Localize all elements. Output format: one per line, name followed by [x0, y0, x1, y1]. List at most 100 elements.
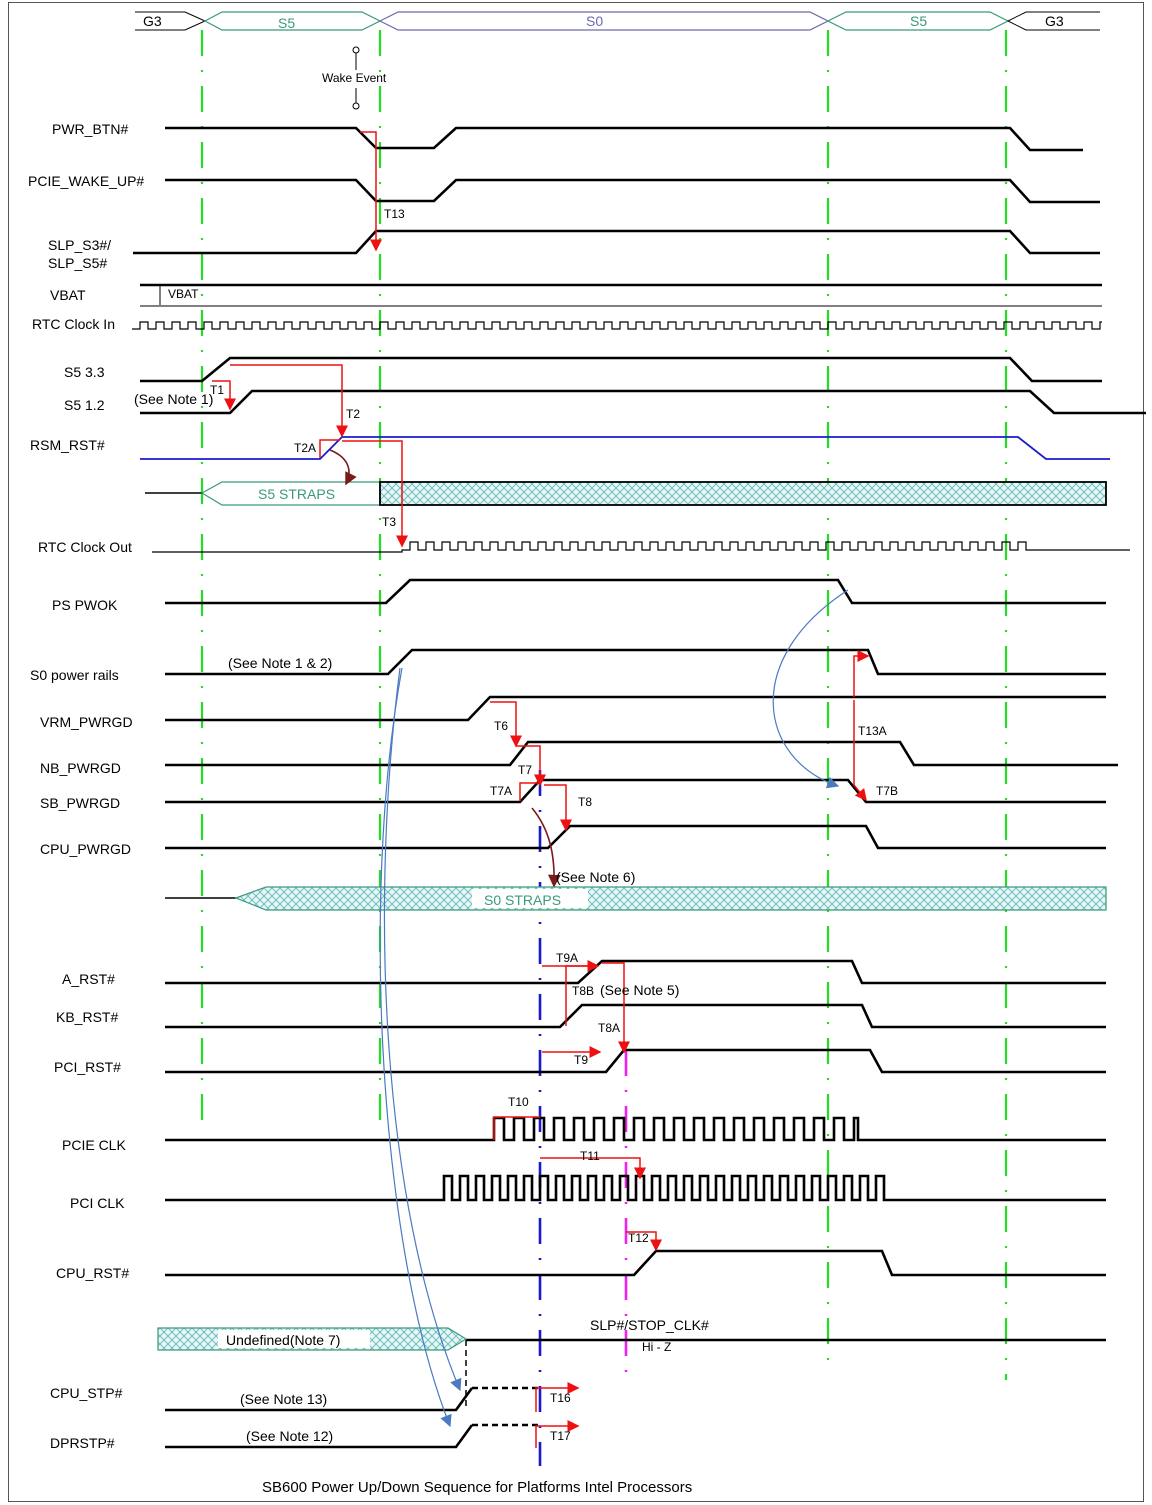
t11-label: T11 — [580, 1149, 600, 1163]
wave-tristate-dashes — [465, 1340, 540, 1427]
marker-lines — [200, 30, 1008, 1466]
label-sb-pwrgd: SB_PWRGD — [40, 795, 120, 811]
t8-label: T8 — [578, 795, 592, 809]
wave-kb-rst — [165, 1003, 1106, 1029]
t13-label: T13 — [384, 207, 405, 221]
wave-vrm-pwrgd — [165, 695, 1106, 722]
t3-label: T3 — [382, 515, 396, 529]
label-ps-pwok: PS PWOK — [52, 597, 118, 613]
label-kb-rst: KB_RST# — [56, 1009, 118, 1025]
wave-pcie-clk — [165, 1116, 1106, 1142]
diagram-frame — [8, 2, 1144, 1502]
bus-undefined: Undefined(Note 7) SLP#/STOP_CLK# Hi - Z — [157, 1317, 709, 1354]
label-cpu-rst: CPU_RST# — [56, 1265, 129, 1281]
wave-cpu-pwrgd — [165, 824, 1106, 850]
state-header: G3 S5 S0 S5 G3 — [135, 11, 1100, 31]
wake-event-marker: Wake Event — [322, 46, 387, 110]
label-a-rst: A_RST# — [62, 971, 115, 987]
label-s0-power-rails: S0 power rails — [30, 667, 119, 683]
t2a-label: T2A — [294, 441, 316, 455]
wave-slp-s3 — [133, 229, 1100, 255]
label-cpu-pwrgd: CPU_PWRGD — [40, 841, 131, 857]
vbat-tick-label: VBAT — [168, 287, 199, 301]
s0-straps-label: S0 STRAPS — [484, 892, 561, 908]
t9a-label: T9A — [556, 951, 578, 965]
t7-label: T7 — [518, 763, 532, 777]
s5-straps-label: S5 STRAPS — [258, 486, 335, 502]
label-rtc-clock-out: RTC Clock Out — [38, 539, 132, 555]
t12-label: T12 — [628, 1231, 649, 1245]
label-rtc-clock-in: RTC Clock In — [32, 316, 115, 332]
long-dependency-arrows — [379, 589, 849, 1428]
label-dprstp: DPRSTP# — [50, 1435, 115, 1451]
t7b-label: T7B — [876, 784, 898, 798]
waveforms — [133, 126, 1146, 1449]
wave-pci-rst — [165, 1048, 1106, 1074]
wave-vbat: VBAT — [140, 283, 1102, 307]
note-1-2: (See Note 1 & 2) — [228, 655, 332, 671]
state-s5-right: S5 — [910, 13, 927, 29]
label-nb-pwrgd: NB_PWRGD — [40, 760, 121, 776]
dependency-arrows — [329, 449, 561, 888]
t8a-label: T8A — [598, 1021, 620, 1035]
t9-label: T9 — [574, 1053, 588, 1067]
slp-stop-clk-label: SLP#/STOP_CLK# — [590, 1317, 709, 1333]
t6-label: T6 — [494, 719, 508, 733]
label-slp-s5: SLP_S5# — [48, 255, 107, 271]
wave-dprstp — [165, 1424, 474, 1449]
wave-s5-33 — [140, 356, 1102, 383]
diagram-caption: SB600 Power Up/Down Sequence for Platfor… — [262, 1479, 692, 1496]
wave-pci-clk — [165, 1174, 1106, 1202]
state-s0: S0 — [586, 13, 603, 29]
note-1: (See Note 1) — [134, 391, 213, 407]
label-s5-12: S5 1.2 — [64, 397, 105, 413]
label-pwr-btn: PWR_BTN# — [52, 121, 128, 137]
label-vbat: VBAT — [50, 287, 86, 303]
timing-arrows — [212, 131, 870, 1448]
label-slp-s3: SLP_S3#/ — [48, 237, 111, 253]
wave-cpu-rst — [165, 1249, 1106, 1277]
hi-z-label: Hi - Z — [642, 1340, 671, 1354]
bus-s5-straps: S5 STRAPS — [145, 481, 1107, 506]
wave-s5-12 — [140, 389, 1146, 415]
notes: (See Note 1) (See Note 1 & 2) (See Note … — [134, 391, 679, 1444]
label-vrm-pwrgd: VRM_PWRGD — [40, 714, 133, 730]
state-g3-right: G3 — [1045, 13, 1064, 29]
label-pci-clk: PCI CLK — [70, 1195, 125, 1211]
label-rsm-rst: RSM_RST# — [30, 437, 105, 453]
label-s5-33: S5 3.3 — [64, 364, 105, 380]
note-5: (See Note 5) — [600, 982, 679, 998]
t8b-label: T8B — [572, 984, 594, 998]
wake-event-label: Wake Event — [322, 71, 387, 85]
note-12: (See Note 12) — [246, 1428, 333, 1444]
wave-s0-rails — [165, 648, 1106, 676]
t1-label: T1 — [210, 383, 224, 397]
bus-s0-straps: S0 STRAPS — [165, 886, 1107, 911]
t7a-label: T7A — [490, 784, 512, 798]
wave-pwr-btn — [165, 126, 1083, 152]
note-6: (See Note 6) — [556, 869, 635, 885]
t17-label: T17 — [550, 1429, 571, 1443]
label-pci-rst: PCI_RST# — [54, 1059, 121, 1075]
t10-label: T10 — [508, 1095, 529, 1109]
wave-rtc-clock-out — [152, 541, 1130, 553]
wave-ps-pwok — [165, 578, 1106, 605]
wave-rtc-clock-in — [132, 321, 1102, 330]
t2-label: T2 — [346, 407, 360, 421]
label-pcie-clk: PCIE CLK — [62, 1137, 126, 1153]
wave-a-rst — [165, 959, 1106, 985]
label-pcie-wake-up: PCIE_WAKE_UP# — [28, 173, 144, 189]
timing-labels: T13 T1 T2 T2A T3 T6 T7 T7A T8 T9A T8B T8… — [210, 207, 898, 1443]
t13a-label: T13A — [858, 724, 887, 738]
wave-sb-pwrgd — [165, 778, 1106, 804]
wave-nb-pwrgd — [165, 740, 1118, 767]
wave-rsm-rst — [140, 436, 1110, 460]
note-13: (See Note 13) — [240, 1391, 327, 1407]
signal-labels: PWR_BTN# PCIE_WAKE_UP# SLP_S3#/ SLP_S5# … — [28, 121, 144, 1451]
label-cpu-stp: CPU_STP# — [50, 1385, 123, 1401]
undefined-label: Undefined(Note 7) — [226, 1332, 340, 1348]
state-g3-left: G3 — [143, 13, 162, 29]
t16-label: T16 — [550, 1391, 571, 1405]
state-s5-left: S5 — [278, 15, 295, 31]
